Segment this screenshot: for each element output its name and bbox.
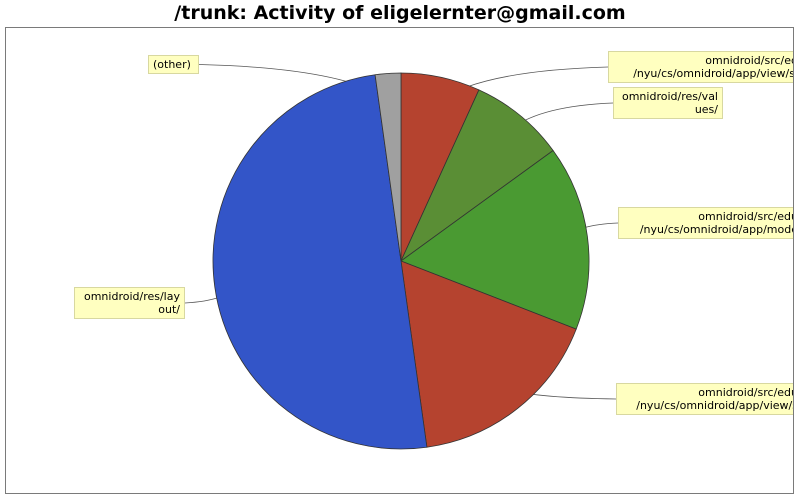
pie-slice-5 — [374, 72, 402, 262]
pie-chart — [184, 64, 619, 450]
slice-label-line: ues/ — [694, 103, 718, 116]
pie-slice-1 — [400, 89, 554, 263]
slice-label-line: out/ — [158, 303, 180, 316]
slice-label-line: /nyu/cs/omnidroid/app/view/si — [633, 67, 794, 80]
pie-slice-4 — [212, 74, 428, 450]
slice-label-line: /nyu/cs/omnidroid/app/mode — [639, 223, 794, 236]
slice-label-line: omnidroid/res/lay — [83, 290, 180, 303]
slice-label-line: omnidroid/src/ed — [705, 54, 794, 67]
chart-title: /trunk: Activity of eligelernter@gmail.c… — [174, 2, 626, 24]
slice-label-line: omnidroid/src/edu — [698, 386, 794, 399]
slice-label-5: (other) — [148, 55, 199, 74]
pie-slice-3 — [400, 260, 577, 448]
slice-label-line: omnidroid/src/edu — [698, 210, 794, 223]
slice-label-3: omnidroid/src/edu/nyu/cs/omnidroid/app/v… — [616, 383, 794, 415]
slice-label-0: omnidroid/src/ed/nyu/cs/omnidroid/app/vi… — [608, 51, 794, 83]
slice-label-line: omnidroid/res/val — [621, 90, 718, 103]
slice-label-2: omnidroid/src/edu/nyu/cs/omnidroid/app/m… — [618, 207, 794, 239]
slice-label-1: omnidroid/res/val ues/ — [613, 87, 723, 119]
slice-label-line: /nyu/cs/omnidroid/app/view/s — [636, 399, 794, 412]
plot-area: omnidroid/src/ed/nyu/cs/omnidroid/app/vi… — [5, 27, 794, 494]
slice-label-line: (other) — [153, 58, 191, 71]
pie-slice-2 — [400, 149, 590, 330]
slice-label-4: omnidroid/res/lay out/ — [74, 287, 185, 319]
